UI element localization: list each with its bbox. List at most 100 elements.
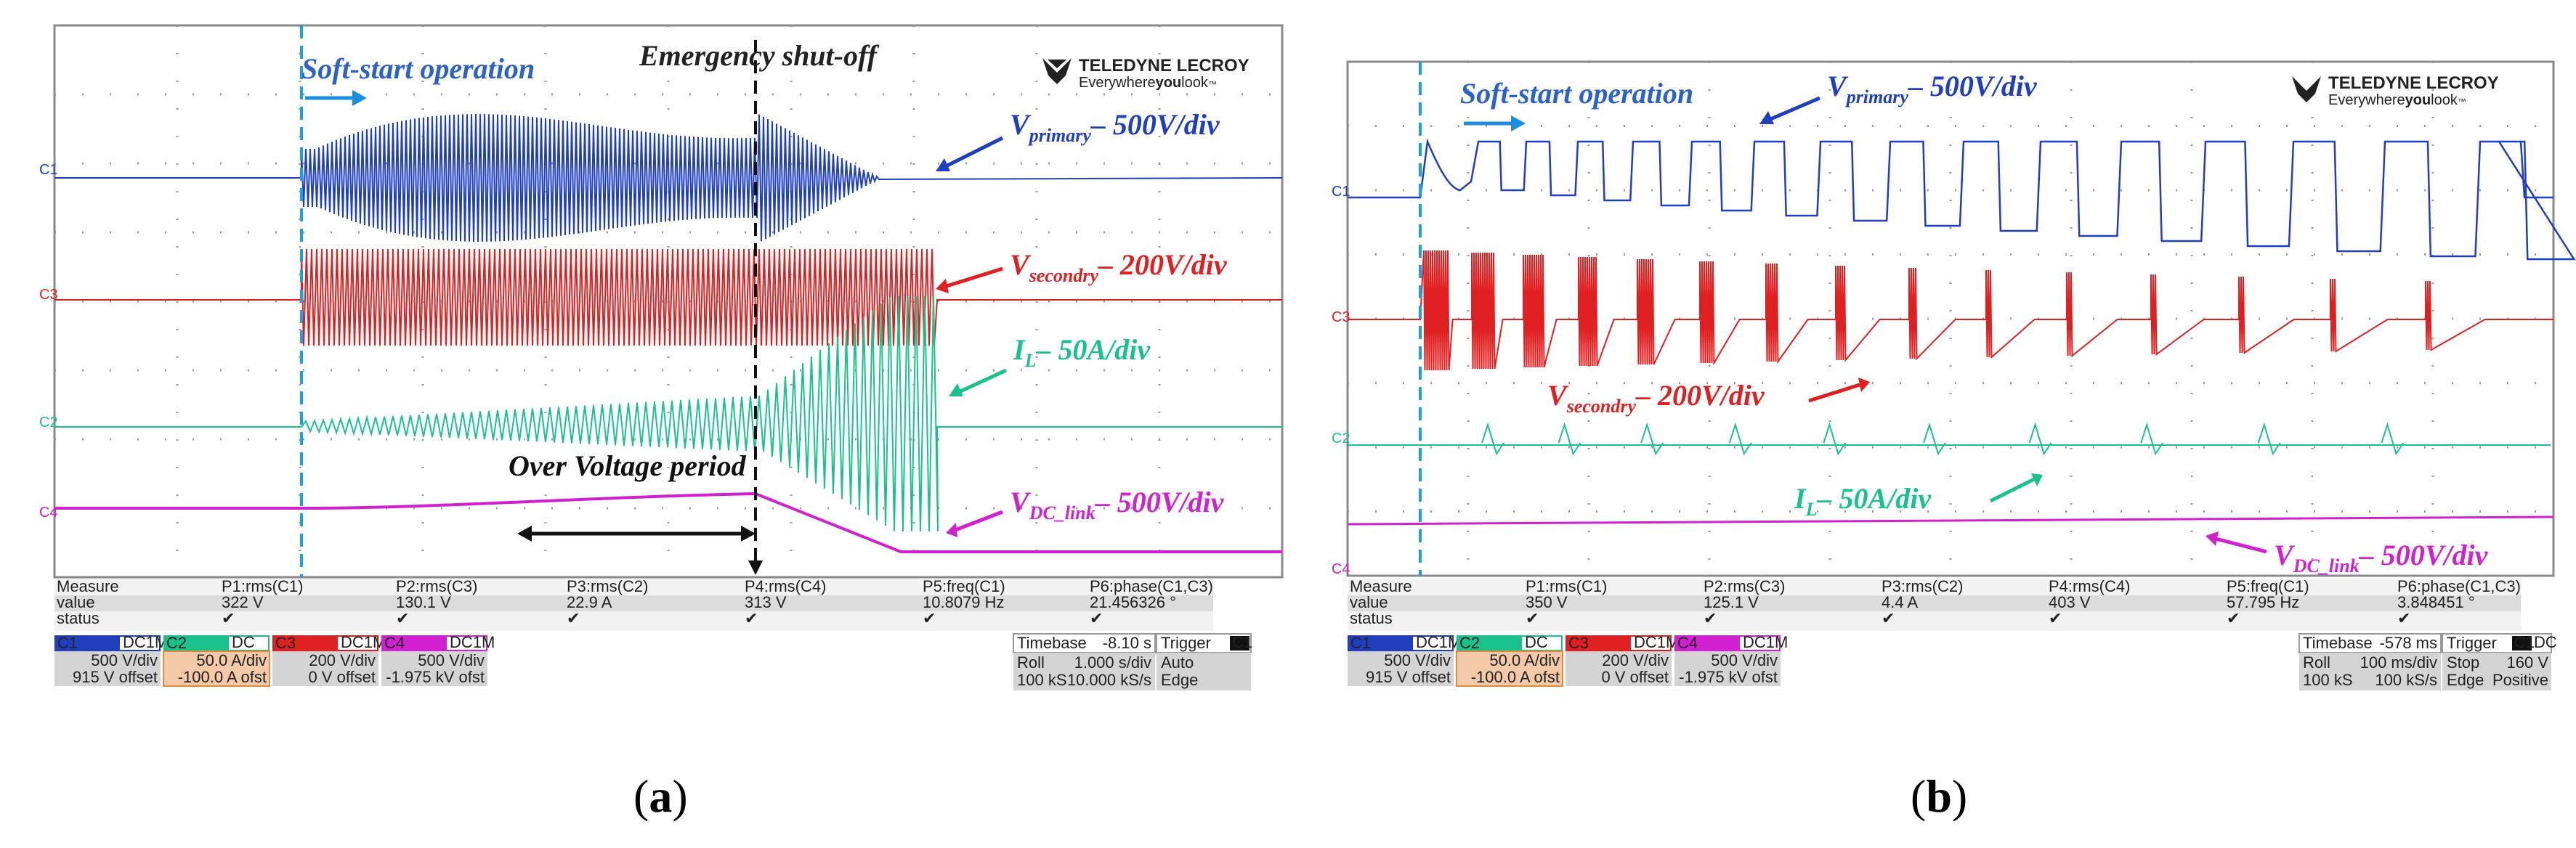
measure-values-cell: 350 V — [1526, 593, 1568, 611]
channel-offset-C3: 0 V offset — [308, 668, 376, 686]
channel-body-C2 — [1456, 651, 1563, 687]
channel-name-C2: C2 — [166, 634, 187, 652]
trace-v-primary-b — [1348, 138, 2576, 261]
timebase-value-a: -8.10 s — [1103, 634, 1151, 652]
measure-values-cell: 22.9 A — [567, 593, 612, 611]
trigger-box-a: Trigger C1 Auto Edge — [1156, 633, 1252, 690]
arrowhead-v-primary-b — [1759, 111, 1774, 124]
measure-headers-cell: P1:rms(C1) — [1526, 577, 1607, 595]
channel-coupling-C2: DC — [1525, 633, 1548, 651]
channel-coupling-bg — [1740, 637, 1779, 650]
panel-a: TELEDYNE LECROY Everywhereyoulook™ Soft-… — [39, 24, 1284, 822]
channel-body-C4 — [381, 651, 487, 686]
channel-coupling-bg — [1631, 637, 1670, 650]
annotation-soft-start-a: Soft-start operation — [301, 52, 535, 85]
measure-headers-cell: P6:phase(C1,C3) — [1090, 577, 1213, 595]
trigger-coupling-b: DC — [2534, 633, 2557, 651]
trigger-box-b: Trigger C1 DC Stop 160 V Edge Positive — [2442, 633, 2557, 690]
timebase-label-a: Timebase — [1017, 634, 1087, 652]
channel-offset-C4: -1.975 kV ofst — [386, 668, 485, 686]
channel-name-C3: C3 — [275, 634, 296, 652]
channel-offset-C2: -100.0 A ofst — [1471, 668, 1560, 686]
trigger-label-a: Trigger — [1161, 634, 1211, 652]
measure-status-cell: ✔ — [1526, 609, 1539, 627]
channel-name-C2: C2 — [1459, 634, 1480, 652]
arrow-v-dc-a — [955, 510, 1003, 532]
trace-i-l-spike-b — [2028, 422, 2052, 456]
trace-v-secondary-a — [54, 248, 1282, 346]
arrowhead-i-l-b — [2031, 473, 2043, 486]
measure-status-cell: ✔ — [222, 609, 235, 627]
label-i-l-a: IL– 50A/div — [1013, 333, 1151, 371]
brand-tagline-b: Everywhereyoulook™ — [2328, 92, 2466, 108]
trace-i-l-spike-b — [2257, 422, 2281, 456]
channel-vdiv-C3: 200 V/div — [309, 651, 376, 669]
waveforms-b — [1347, 62, 2576, 576]
channel-vdiv-C3: 200 V/div — [1602, 651, 1669, 669]
measure-headers-cell: P1:rms(C1) — [222, 577, 303, 595]
brand-tagline-a: Everywhereyoulook™ — [1079, 75, 1217, 91]
measure-values-cell: 130.1 V — [396, 593, 451, 611]
channel-vdiv-C2: 50.0 A/div — [196, 651, 267, 669]
trace-i-l-spike-b — [1558, 422, 1581, 456]
trace-i-l-spike-b — [1640, 422, 1664, 456]
channel-vdiv-C1: 500 V/div — [1384, 651, 1451, 669]
measure-status-cell: ✔ — [2397, 609, 2410, 627]
trace-v-primary-a — [54, 114, 1283, 242]
measure-status-cell: ✔ — [2049, 609, 2062, 627]
marker-c4-a: C4 — [39, 505, 58, 521]
label-v-dc-b: VDC_link– 500V/div — [2274, 539, 2489, 576]
channel-offset-C2: -100.0 A ofst — [178, 668, 267, 686]
arrowhead-over-voltage-left-a — [517, 526, 532, 542]
channel-coupling-C3: DC1M — [341, 633, 386, 651]
scope-screen-b — [1346, 60, 2555, 577]
measure-value-row-bg — [1348, 595, 2521, 611]
timebase-samples-b: 100 kS — [2303, 671, 2353, 689]
label-v-dc-a: VDC_link– 500V/div — [1010, 486, 1225, 523]
arrowhead-v-secondary-a — [936, 279, 949, 293]
channel-coupling-C4: DC1M — [450, 633, 495, 651]
measure-headers-cell: P5:freq(C1) — [2227, 577, 2309, 595]
measure-values-cell: 21.456326 ° — [1090, 593, 1176, 611]
channel-offset-C1: 915 V offset — [73, 668, 158, 686]
timebase-mode-a: Roll — [1017, 653, 1045, 672]
measure-status-cell: ✔ — [745, 609, 758, 627]
label-v-secondary-b: Vsecondry– 200V/div — [1547, 379, 1765, 417]
channel-body-C3 — [272, 651, 378, 686]
timebase-label-b: Timebase — [2303, 634, 2373, 652]
arrow-v-secondary-b — [1808, 383, 1860, 403]
channel-body-C4 — [1674, 651, 1781, 686]
trigger-chan-b: C1 — [2514, 633, 2535, 651]
channel-vdiv-C4: 500 V/div — [1711, 651, 1778, 669]
eagle-icon — [1042, 58, 1072, 84]
channel-name-C4: C4 — [1677, 634, 1698, 652]
measure-headers-cell: P3:rms(C2) — [1882, 577, 1963, 595]
annotation-emergency-a: Emergency shut-off — [639, 39, 880, 72]
timebase-box-b: Timebase -578 ms Roll 100 ms/div 100 kS … — [2298, 633, 2442, 690]
measure-headers-cell: P2:rms(C3) — [1704, 577, 1785, 595]
channel-offset-C1: 915 V offset — [1366, 668, 1451, 686]
trigger-label-b: Trigger — [2447, 634, 2497, 652]
arrow-v-primary-a — [943, 136, 1004, 169]
measure-table-a: Measure P1:rms(C1) P2:rms(C3) P3:rms(C2) P4:… — [54, 577, 1213, 631]
trigger-mode-a: Auto — [1161, 653, 1194, 672]
arrow-v-dc-b — [2215, 537, 2267, 554]
arrowhead-soft-start-a — [352, 90, 367, 106]
channel-body-C1 — [1348, 651, 1454, 686]
marker-c1-a: C1 — [39, 162, 58, 178]
waveforms-a — [54, 25, 1283, 577]
arrow-v-primary-b — [1768, 96, 1820, 122]
measure-value-row-bg — [54, 595, 1213, 611]
trigger-mode-b: Stop — [2447, 653, 2479, 672]
marker-c3-b: C3 — [1332, 309, 1350, 325]
trigger-type-b: Edge — [2447, 671, 2484, 689]
measure-table-b: Measure P1:rms(C1) P2:rms(C3) P3:rms(C2) P4:… — [1348, 577, 2521, 631]
trace-i-l-a — [54, 295, 1282, 532]
trigger-chan-a: C1 — [1232, 633, 1252, 651]
channel-vdiv-C1: 500 V/div — [91, 651, 158, 669]
measure-values-cell: value — [1350, 593, 1388, 611]
eagle-icon — [2292, 76, 2321, 102]
